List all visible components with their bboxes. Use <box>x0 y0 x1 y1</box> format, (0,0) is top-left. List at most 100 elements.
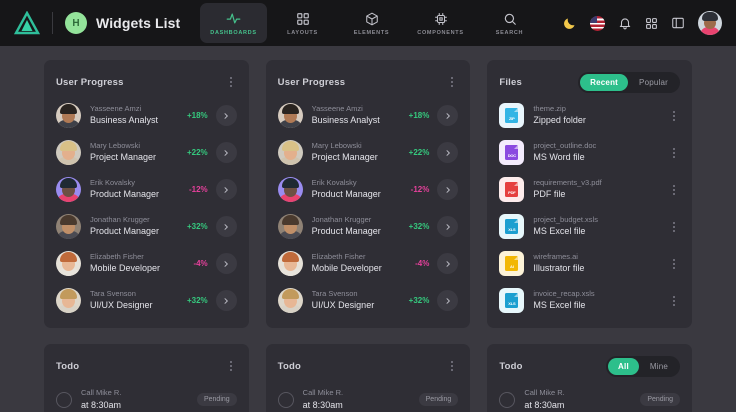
list-item[interactable]: XLS invoice_recap.xsls MS Excel file <box>499 282 680 319</box>
todo-time: at 8:30am <box>302 399 343 410</box>
list-item[interactable]: XLS project_budget.xsls MS Excel file <box>499 208 680 245</box>
card-todo-1: Todo Call Mike R. at 8:30am Pending <box>44 344 249 412</box>
card-title: User Progress <box>277 76 346 88</box>
avatar[interactable] <box>698 11 722 35</box>
todo-filter-mine[interactable]: Mine <box>640 358 678 375</box>
progress-value: +32% <box>408 222 430 231</box>
top-navbar: H Widgets List DASHBOARDS LAYOUTS ELEMEN… <box>0 0 736 46</box>
list-item[interactable]: AI wireframes.ai Illustrator file <box>499 245 680 282</box>
files-filter-popular[interactable]: Popular <box>629 74 678 91</box>
chevron-right-icon[interactable] <box>437 290 459 311</box>
avatar <box>56 140 81 165</box>
kebab-menu-icon[interactable] <box>225 74 237 90</box>
list-item[interactable]: Call Mike R. at 8:30am Pending <box>277 381 459 412</box>
flag-us-icon[interactable] <box>590 15 605 31</box>
user-role: Business Analyst <box>90 115 159 126</box>
kebab-menu-icon[interactable] <box>668 145 680 161</box>
todo-title: Call Mike R. <box>302 388 344 397</box>
kebab-menu-icon[interactable] <box>225 358 237 374</box>
avatar <box>277 214 303 239</box>
file-type-icon: DOC <box>499 140 525 165</box>
user-name: Erik Kovalsky <box>311 177 357 187</box>
avatar <box>277 251 303 276</box>
todo-checkbox[interactable] <box>56 391 72 408</box>
nav-item-elements[interactable]: ELEMENTS <box>338 3 405 43</box>
user-name: Erik Kovalsky <box>90 177 136 187</box>
list-item[interactable]: Mary Lebowski Project Manager +22% <box>56 134 237 171</box>
list-item[interactable]: Tara Svenson UI/UX Designer +32% <box>277 282 459 319</box>
nav-label: LAYOUTS <box>287 30 318 36</box>
chip-icon <box>434 10 448 27</box>
column-two: User Progress Yasseene Amzi Business Ana… <box>265 60 471 412</box>
apps-grid-icon[interactable] <box>645 17 658 30</box>
list-item[interactable]: Call Mike R. at 8:30am Pending <box>56 381 237 412</box>
kebab-menu-icon[interactable] <box>668 182 680 198</box>
dashboard-body: User Progress Yasseene Amzi Business Ana… <box>0 46 736 412</box>
card-title: Todo <box>499 360 523 372</box>
list-item[interactable]: Erik Kovalsky Product Manager -12% <box>277 171 459 208</box>
list-item[interactable]: Tara Svenson UI/UX Designer +32% <box>56 282 237 319</box>
list-item[interactable]: DOC project_outline.doc MS Word file <box>499 134 680 171</box>
triangle-logo-icon[interactable] <box>14 11 40 35</box>
list-item[interactable]: Yasseene Amzi Business Analyst +18% <box>277 97 459 134</box>
nav-item-components[interactable]: COMPONENTS <box>407 3 474 43</box>
chevron-right-icon[interactable] <box>437 105 459 126</box>
list-item[interactable]: Elizabeth Fisher Mobile Developer -4% <box>56 245 237 282</box>
user-role: Project Manager <box>90 152 157 163</box>
progress-value: -12% <box>410 185 430 194</box>
list-item[interactable]: Erik Kovalsky Product Manager -12% <box>56 171 237 208</box>
cube-icon <box>365 10 379 27</box>
nav-item-dashboards[interactable]: DASHBOARDS <box>200 3 267 43</box>
status-badge: Pending <box>196 393 237 407</box>
list-item[interactable]: Jonathan Krugger Product Manager +32% <box>56 208 237 245</box>
kebab-menu-icon[interactable] <box>668 293 680 309</box>
todo-checkbox[interactable] <box>499 391 516 408</box>
list-item[interactable]: Call Mike R. at 8:30am Pending <box>499 381 681 412</box>
todo-filter-all[interactable]: All <box>608 357 639 375</box>
progress-value: -4% <box>415 259 430 268</box>
chevron-right-icon[interactable] <box>215 142 237 163</box>
kebab-menu-icon[interactable] <box>668 108 680 124</box>
kebab-menu-icon[interactable] <box>446 358 458 374</box>
status-badge: Pending <box>640 393 681 407</box>
todo-checkbox[interactable] <box>277 391 294 408</box>
nav-item-layouts[interactable]: LAYOUTS <box>269 3 336 43</box>
user-role: Mobile Developer <box>90 263 161 274</box>
list-item[interactable]: Yasseene Amzi Business Analyst +18% <box>56 97 237 134</box>
nav-item-search[interactable]: SEARCH <box>476 3 543 43</box>
todo-title: Call Mike R. <box>81 388 122 397</box>
chevron-right-icon[interactable] <box>215 253 237 274</box>
activity-pulse-icon <box>226 10 241 27</box>
list-item[interactable]: Elizabeth Fisher Mobile Developer -4% <box>277 245 459 282</box>
chevron-right-icon[interactable] <box>215 179 237 200</box>
kebab-menu-icon[interactable] <box>446 74 458 90</box>
list-item[interactable]: Mary Lebowski Project Manager +22% <box>277 134 459 171</box>
list-item[interactable]: ZIP theme.zip Zipped folder <box>499 97 680 134</box>
moon-icon[interactable] <box>562 16 577 31</box>
user-role: Project Manager <box>311 152 378 163</box>
kebab-menu-icon[interactable] <box>668 256 680 272</box>
chevron-right-icon[interactable] <box>437 179 459 200</box>
card-header: Todo <box>278 355 459 377</box>
chevron-right-icon[interactable] <box>437 253 459 274</box>
file-description: MS Word file <box>533 152 585 163</box>
card-title: Todo <box>277 360 301 372</box>
todo-title: Call Mike R. <box>524 388 565 397</box>
chevron-right-icon[interactable] <box>437 216 459 237</box>
card-title: Todo <box>56 360 80 372</box>
kebab-menu-icon[interactable] <box>668 219 680 235</box>
list-item[interactable]: Jonathan Krugger Product Manager +32% <box>277 208 459 245</box>
file-ext-label: XLS <box>508 301 516 306</box>
user-name: Elizabeth Fisher <box>90 251 144 261</box>
bell-icon[interactable] <box>618 16 632 30</box>
panel-toggle-icon[interactable] <box>671 16 685 30</box>
list-item[interactable]: PDF requirements_v3.pdf PDF file <box>499 171 680 208</box>
file-description: PDF file <box>533 189 566 200</box>
chevron-right-icon[interactable] <box>437 142 459 163</box>
progress-value: +22% <box>408 148 430 157</box>
files-filter-recent[interactable]: Recent <box>580 73 629 91</box>
page-title: Widgets List <box>96 15 181 31</box>
chevron-right-icon[interactable] <box>215 216 237 237</box>
chevron-right-icon[interactable] <box>215 105 237 126</box>
chevron-right-icon[interactable] <box>215 290 237 311</box>
